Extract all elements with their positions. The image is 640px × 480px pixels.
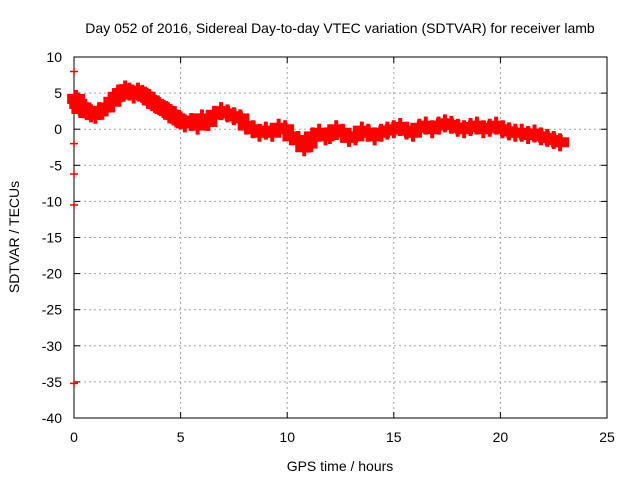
outlier-point [70,139,78,148]
y-tick-label: -15 [42,230,62,246]
y-tick-label: -35 [42,374,62,390]
outlier-point [70,169,78,178]
outlier-point [70,67,78,76]
series-outliers [70,67,78,388]
y-tick-label: -40 [42,410,62,426]
y-tick-label: -30 [42,338,62,354]
outlier-point [70,201,78,210]
y-tick-label: 0 [54,121,62,137]
y-tick-label: -20 [42,266,62,282]
series-SDTVAR [67,80,570,157]
x-tick-label: 5 [177,429,185,445]
chart-title: Day 052 of 2016, Sidereal Day-to-day VTE… [85,20,595,36]
x-tick-label: 20 [493,429,509,445]
outlier-point [70,379,78,388]
series-trace [71,84,565,152]
axis-ticks: 0 5 10 15 20 25 10 5 0 -5 -10 -15 -20 -25 -30 -35 -40 [42,49,615,445]
data-marks [67,67,570,388]
y-tick-label: 5 [54,85,62,101]
x-tick-label: 15 [386,429,402,445]
x-tick-label: 25 [599,429,615,445]
x-axis-label: GPS time / hours [287,458,394,474]
x-tick-label: 0 [70,429,78,445]
y-axis-label: SDTVAR / TECUs [6,181,22,293]
y-tick-label: -25 [42,302,62,318]
y-tick-label: -10 [42,193,62,209]
x-tick-label: 10 [279,429,295,445]
y-tick-label: 10 [46,49,62,65]
y-tick-label: -5 [50,157,63,173]
